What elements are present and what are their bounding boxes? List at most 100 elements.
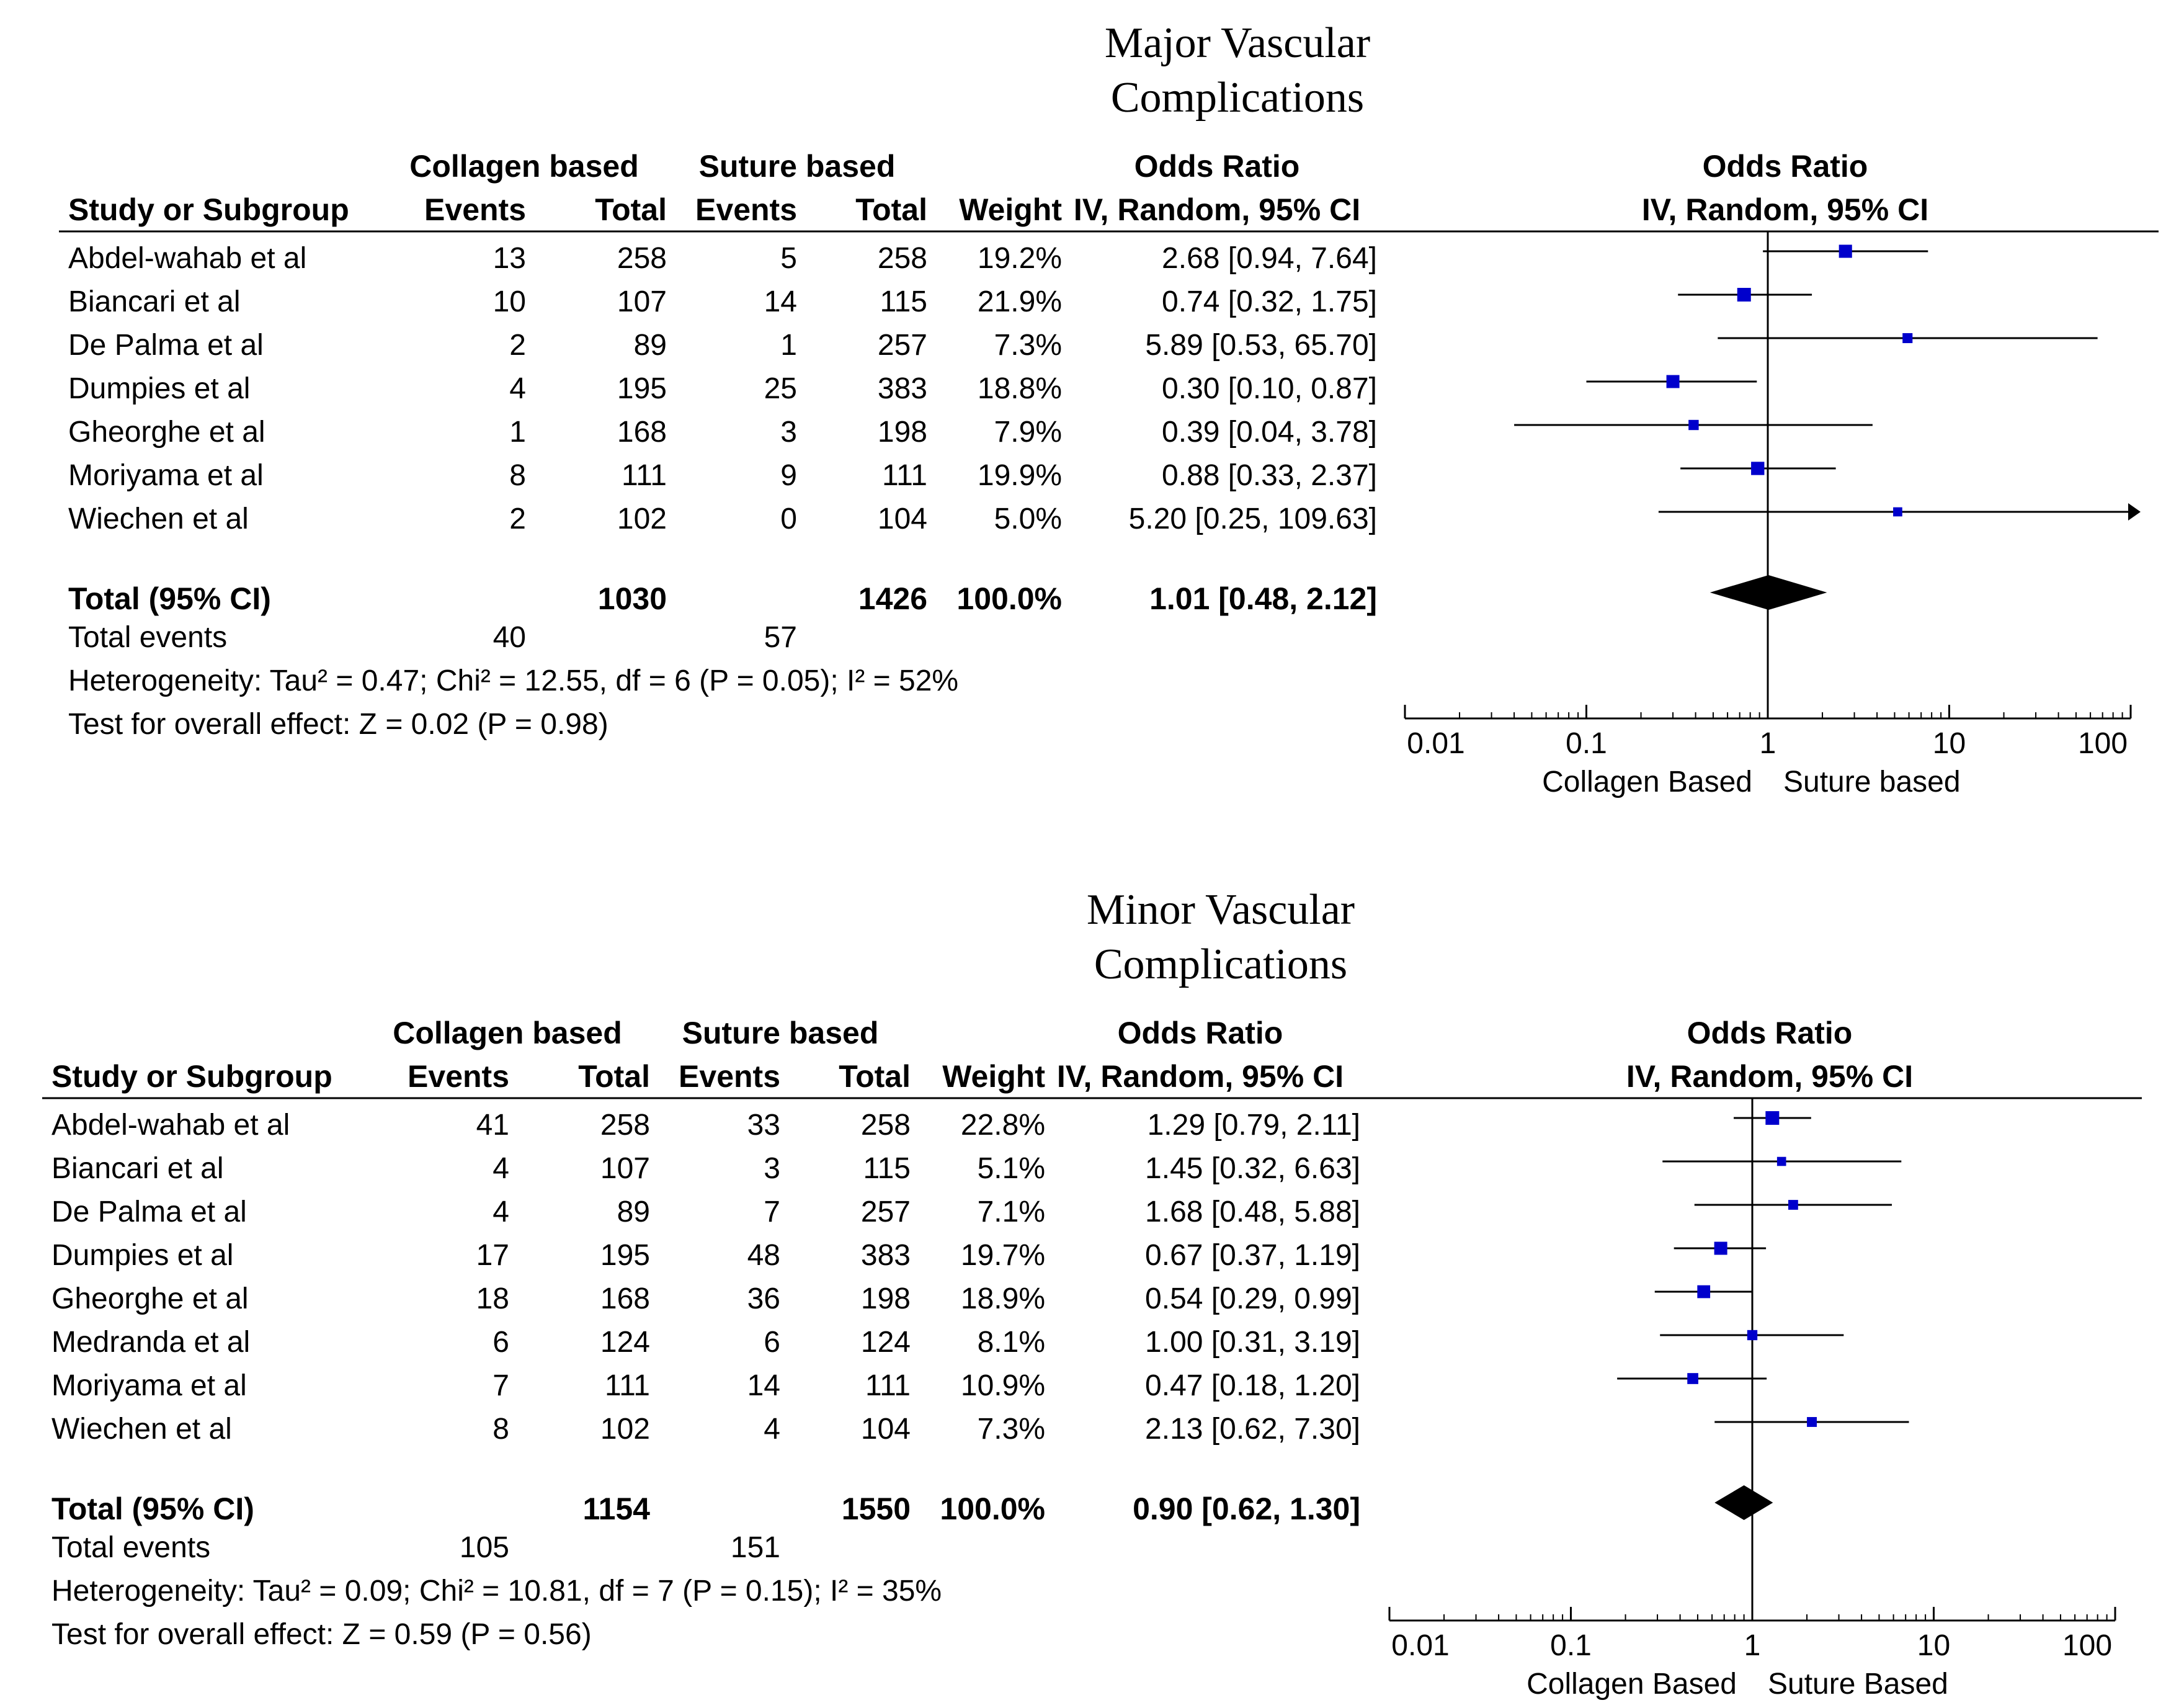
events-suture: 25: [764, 372, 797, 405]
odds-ratio-ci-text: 0.54 [0.29, 0.99]: [1145, 1282, 1360, 1315]
total-collagen: 124: [600, 1326, 650, 1359]
header-or-method: IV, Random, 95% CI: [1057, 1059, 1344, 1094]
total-events-suture: 151: [731, 1531, 780, 1564]
point-estimate-square: [1688, 419, 1699, 431]
events-suture: 7: [764, 1196, 780, 1228]
total-collagen: 168: [617, 416, 667, 449]
overall-effect-text: Test for overall effect: Z = 0.02 (P = 0…: [68, 708, 608, 741]
ci-arrow: [2128, 503, 2141, 521]
header-weight: Weight: [959, 192, 1062, 227]
odds-ratio-ci-text: 0.88 [0.33, 2.37]: [1162, 459, 1377, 492]
x-tick-label: 10: [1933, 727, 1966, 760]
events-collagen: 2: [509, 503, 526, 535]
total-suture: 104: [878, 503, 927, 535]
point-estimate-square: [1687, 1373, 1698, 1384]
study-weight: 5.0%: [994, 503, 1062, 535]
study-weight: 22.8%: [961, 1109, 1045, 1142]
odds-ratio-ci-text: 1.00 [0.31, 3.19]: [1145, 1326, 1360, 1359]
total-weight: 100.0%: [956, 581, 1062, 616]
events-suture: 3: [764, 1152, 780, 1185]
total-events-collagen: 40: [493, 621, 526, 654]
point-estimate-square: [1776, 1156, 1786, 1166]
header-total-suture: Total: [855, 192, 927, 227]
x-tick-label: 1: [1760, 727, 1776, 760]
x-tick-label: 100: [2078, 727, 2128, 760]
total-collagen: 258: [617, 242, 667, 275]
total-collagen: 107: [600, 1152, 650, 1185]
header-group-suture: Suture based: [682, 1016, 879, 1050]
total-suture: 198: [861, 1282, 911, 1315]
total-collagen: 89: [617, 1196, 650, 1228]
point-estimate-square: [1666, 375, 1680, 388]
point-estimate-square: [1893, 507, 1902, 517]
study-weight: 8.1%: [978, 1326, 1045, 1359]
total-collagen: 107: [617, 285, 667, 318]
point-estimate-square: [1788, 1200, 1798, 1210]
header-study: Study or Subgroup: [68, 192, 349, 227]
study-name: Wiechen et al: [68, 503, 249, 535]
header-events-collagen: Events: [424, 192, 526, 227]
forest-plot-panel-2: Minor Vascular Complications Collagen base…: [42, 886, 2142, 1701]
total-weight: 100.0%: [940, 1491, 1045, 1526]
total-suture: 115: [880, 285, 927, 318]
odds-ratio-ci-text: 1.68 [0.48, 5.88]: [1145, 1196, 1360, 1228]
chart-title-line-2: Complications: [1111, 74, 1364, 122]
total-collagen: 111: [622, 459, 667, 492]
point-estimate-square: [1697, 1285, 1711, 1299]
odds-ratio-ci-text: 1.29 [0.79, 2.11]: [1148, 1109, 1360, 1142]
header-total-suture: Total: [839, 1059, 911, 1094]
study-weight: 18.9%: [961, 1282, 1045, 1315]
events-collagen: 7: [493, 1369, 509, 1402]
chart-title-line-1: Major Vascular: [1105, 19, 1370, 67]
study-weight: 10.9%: [961, 1369, 1045, 1402]
events-collagen: 1: [509, 416, 526, 449]
total-events-label: Total events: [51, 1531, 210, 1564]
total-n-collagen: 1030: [598, 581, 667, 616]
header-plot-odds-ratio: Odds Ratio: [1703, 149, 1868, 184]
events-suture: 36: [747, 1282, 780, 1315]
events-suture: 1: [780, 329, 797, 362]
study-name: Moriyama et al: [51, 1369, 247, 1402]
study-name: Medranda et al: [51, 1326, 250, 1359]
heterogeneity-text: Heterogeneity: Tau² = 0.47; Chi² = 12.55…: [68, 664, 958, 697]
study-name: Dumpies et al: [51, 1239, 233, 1272]
events-collagen: 2: [509, 329, 526, 362]
total-suture: 257: [861, 1196, 911, 1228]
odds-ratio-ci-text: 0.67 [0.37, 1.19]: [1145, 1239, 1360, 1272]
total-collagen: 102: [600, 1413, 650, 1446]
study-weight: 19.9%: [978, 459, 1062, 492]
study-name: Abdel-wahab et al: [68, 242, 306, 275]
point-estimate-square: [1902, 333, 1913, 344]
total-collagen: 168: [600, 1282, 650, 1315]
header-odds-ratio: Odds Ratio: [1118, 1016, 1283, 1050]
summary-diamond: [1709, 575, 1827, 610]
events-collagen: 17: [476, 1239, 509, 1272]
total-collagen: 258: [600, 1109, 650, 1142]
events-collagen: 4: [509, 372, 526, 405]
study-weight: 7.3%: [994, 329, 1062, 362]
favours-right-label: Suture Based: [1768, 1668, 1948, 1701]
point-estimate-square: [1737, 288, 1751, 302]
favours-right-label: Suture based: [1783, 766, 1961, 798]
odds-ratio-ci-text: 5.89 [0.53, 65.70]: [1145, 329, 1377, 362]
study-name: Gheorghe et al: [68, 416, 265, 449]
total-suture: 257: [878, 329, 927, 362]
total-events-label: Total events: [68, 621, 227, 654]
total-suture: 111: [882, 459, 927, 492]
study-name: Wiechen et al: [51, 1413, 232, 1446]
study-weight: 5.1%: [978, 1152, 1045, 1185]
study-name: De Palma et al: [68, 329, 264, 362]
odds-ratio-ci-text: 0.74 [0.32, 1.75]: [1162, 285, 1377, 318]
x-tick-label: 1: [1744, 1629, 1761, 1662]
total-suture: 383: [861, 1239, 911, 1272]
events-collagen: 13: [493, 242, 526, 275]
study-name: Abdel-wahab et al: [51, 1109, 290, 1142]
odds-ratio-ci-text: 1.45 [0.32, 6.63]: [1145, 1152, 1360, 1185]
header-group-suture: Suture based: [699, 149, 896, 184]
events-suture: 5: [780, 242, 797, 275]
chart-title-line-2: Complications: [1094, 941, 1347, 988]
events-suture: 33: [747, 1109, 780, 1142]
total-suture: 258: [861, 1109, 911, 1142]
events-suture: 6: [764, 1326, 780, 1359]
